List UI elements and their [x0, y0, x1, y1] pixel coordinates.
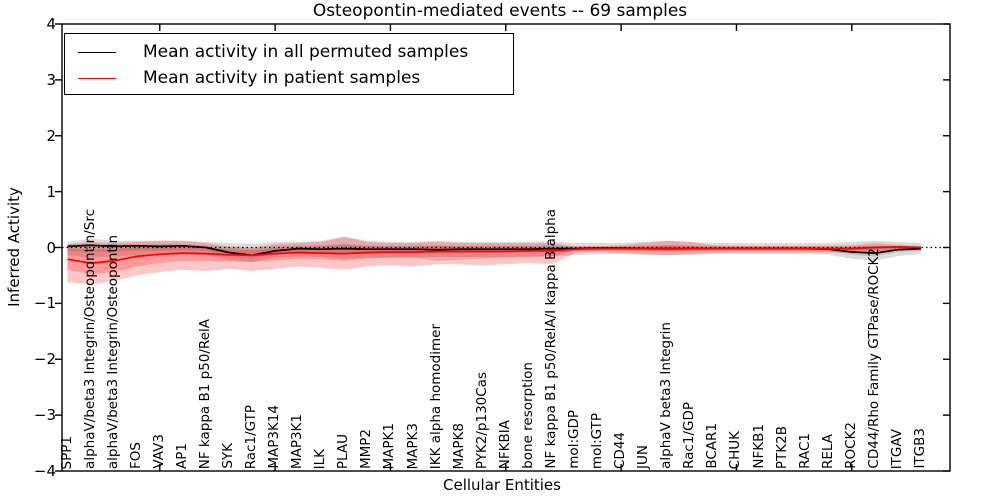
x-tick-label: alphaV/beta3 Integrin/Osteopontin/Src: [81, 209, 98, 469]
x-tick-label: IKK alpha homodimer: [427, 323, 444, 469]
legend-items: Mean activity in all permuted samples Mea…: [65, 39, 513, 91]
x-tick-label: alphaV beta3 Integrin: [658, 322, 675, 469]
x-tick-label: VAV3: [150, 434, 167, 469]
band-patient-inner: [67, 244, 921, 275]
x-tick-label: JUN: [635, 445, 652, 469]
x-axis-label: Cellular Entities: [443, 476, 561, 494]
x-tick-label: MAPK8: [450, 422, 467, 469]
x-tick-label: SPP1: [58, 435, 75, 469]
x-tick-label: FOS: [127, 442, 144, 469]
x-tick-label: SYK: [219, 443, 236, 469]
x-tick-label: ROCK2: [842, 422, 859, 469]
x-tick-label: CHUK: [727, 430, 744, 469]
x-tick-label: mol:GDP: [565, 410, 582, 469]
x-tick-label: NFKB1: [750, 424, 767, 469]
series-line-1: [67, 246, 922, 264]
x-tick-label: RELA: [819, 434, 836, 469]
y-tick-label: 4: [46, 15, 56, 33]
x-tick-label: Rac1/GDP: [681, 402, 698, 469]
x-tick-label: RAC1: [796, 433, 813, 469]
x-tick-label: MAP3K1: [289, 413, 306, 469]
legend-label: Mean activity in all permuted samples: [143, 42, 469, 62]
y-tick-label: 3: [46, 70, 56, 89]
x-tick-label: CD44: [612, 432, 629, 469]
x-tick-label: NFKBIA: [496, 419, 513, 469]
x-tick-label: ITGB3: [912, 428, 928, 469]
x-tick-label: PTK2B: [773, 425, 790, 469]
x-tick-label: MAP3K14: [266, 405, 283, 469]
y-tick-label: 2: [46, 126, 56, 145]
y-tick-label: −1: [33, 294, 56, 313]
legend-line-sample: [78, 77, 116, 79]
x-tick-label: alphaV/beta3 Integrin/Osteopontin: [104, 234, 121, 469]
x-tick-label: NF kappa B1 p50/RelA: [196, 318, 213, 469]
x-tick-label: CD44/Rho Family GTPase/ROCK2: [865, 248, 882, 469]
legend-label: Mean activity in patient samples: [143, 68, 421, 88]
x-tick-label: BCAR1: [704, 423, 721, 469]
legend-item: Mean activity in all permuted samples: [65, 39, 513, 65]
x-tick-label: PLAU: [335, 433, 352, 469]
x-tick-label: MAPK1: [381, 422, 398, 469]
x-tick-label: MAPK3: [404, 422, 421, 469]
x-tick-label: AP1: [173, 443, 190, 469]
chart-title: Osteopontin-mediated events -- 69 sample…: [312, 1, 688, 21]
y-tick-label: 0: [46, 238, 56, 257]
legend-item: Mean activity in patient samples: [65, 65, 513, 91]
x-tick-label: mol:GTP: [589, 412, 606, 469]
legend-line-sample: [78, 51, 116, 53]
x-tick-label: NF kappa B1 p50/RelA/I kappa B alpha: [542, 209, 559, 469]
y-tick-label: −4: [33, 462, 56, 480]
y-tick-label: −3: [33, 406, 56, 425]
x-tick-label: Rac1/GTP: [243, 404, 260, 469]
x-tick-label: MMP2: [358, 428, 375, 469]
x-tick-label: ILK: [312, 448, 329, 469]
x-tick-label: ITGAV: [888, 428, 905, 469]
legend: Mean activity in all permuted samples Mea…: [64, 33, 514, 95]
y-tick-label: 1: [46, 182, 56, 201]
x-tick-label: PYK2/p130Cas: [473, 371, 490, 469]
y-tick-label: −2: [33, 350, 56, 369]
x-tick-label: bone resorption: [519, 362, 536, 469]
